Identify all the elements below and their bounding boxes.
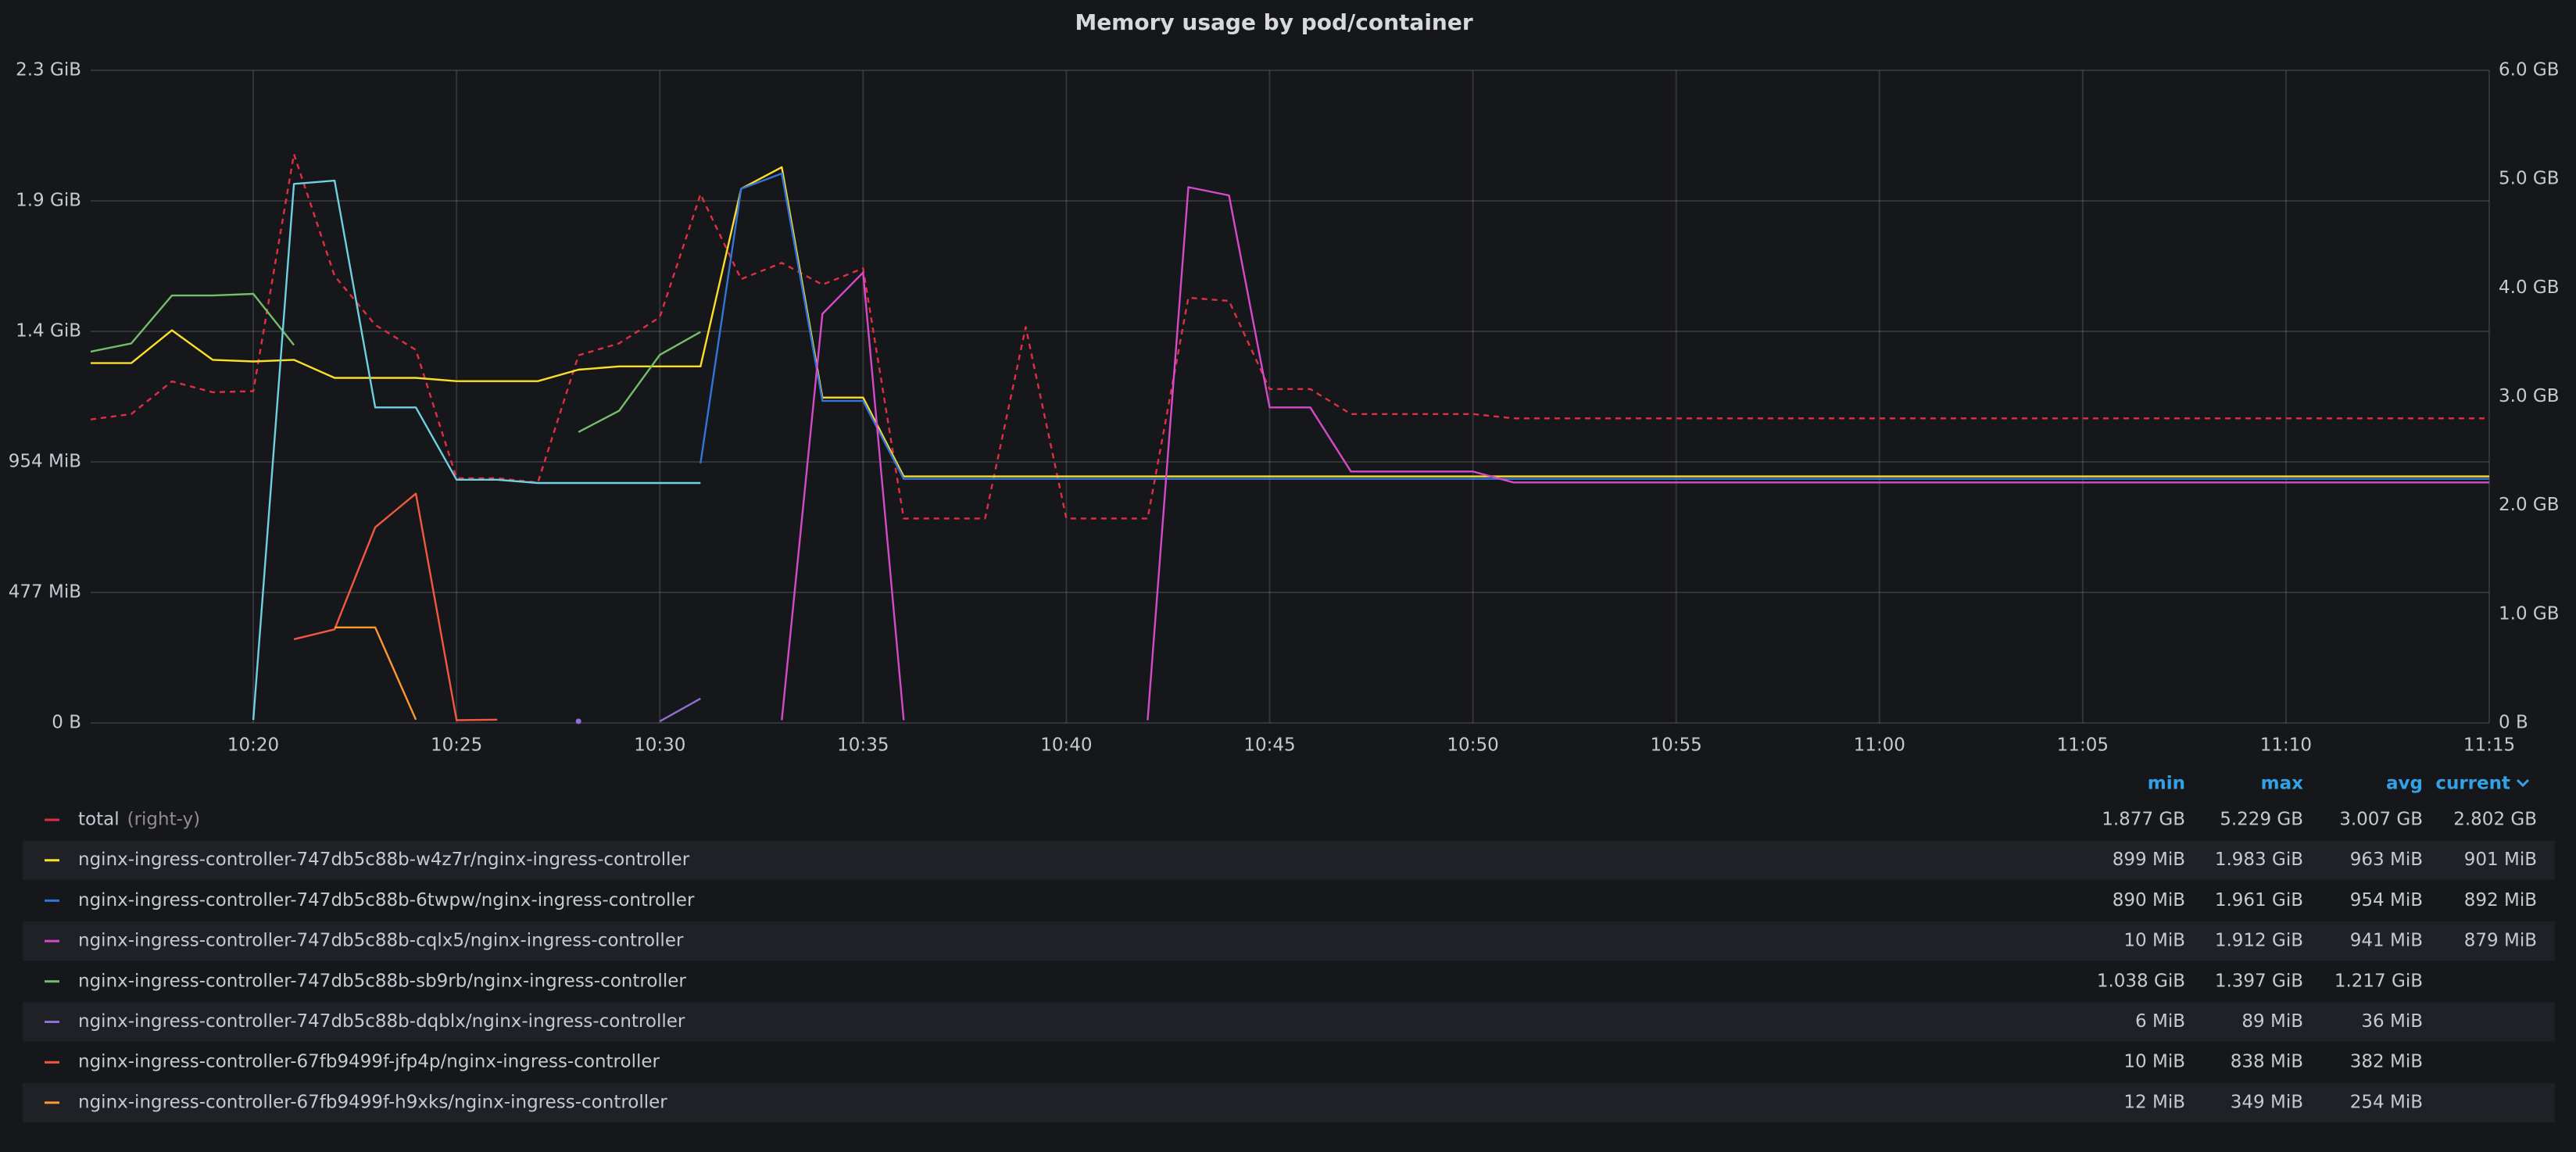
legend-stat: 838 MiB	[2231, 1052, 2303, 1072]
y2-tick-label: 4.0 GB	[2499, 277, 2560, 298]
legend-name[interactable]: nginx-ingress-controller-67fb9499f-jfp4p…	[78, 1052, 660, 1072]
legend-stat: 1.038 GiB	[2097, 971, 2185, 991]
legend-stat: 89 MiB	[2241, 1011, 2303, 1032]
legend-header[interactable]: min	[2148, 774, 2185, 794]
legend-stat: 879 MiB	[2464, 931, 2537, 951]
series-line	[699, 172, 2489, 480]
legend-stat: 1.961 GiB	[2215, 890, 2303, 911]
legend-stat: 254 MiB	[2350, 1092, 2423, 1112]
x-tick-label: 11:00	[1854, 735, 1905, 756]
x-tick-label: 10:35	[837, 735, 889, 756]
legend-stat: 6 MiB	[2135, 1011, 2185, 1032]
legend-stat: 10 MiB	[2123, 931, 2185, 951]
legend-name[interactable]: nginx-ingress-controller-747db5c88b-dqbl…	[78, 1011, 685, 1032]
legend-name[interactable]: nginx-ingress-controller-747db5c88b-w4z7…	[78, 850, 690, 870]
y2-tick-label: 5.0 GB	[2499, 169, 2560, 189]
legend-stat: 892 MiB	[2464, 890, 2537, 911]
y-tick-label: 2.3 GiB	[16, 60, 81, 80]
legend-stat: 1.877 GB	[2102, 810, 2185, 830]
legend-stat: 1.397 GiB	[2215, 971, 2303, 991]
x-tick-label: 10:50	[1447, 735, 1498, 756]
legend-row-background	[23, 840, 2555, 880]
series-line	[90, 153, 2489, 520]
legend-stat: 3.007 GB	[2339, 810, 2423, 830]
y2-tick-label: 1.0 GB	[2499, 603, 2560, 624]
legend-row-background	[23, 921, 2555, 961]
x-tick-label: 10:40	[1040, 735, 1092, 756]
x-tick-label: 10:55	[1651, 735, 1702, 756]
legend-stat: 12 MiB	[2123, 1092, 2185, 1112]
x-tick-label: 11:05	[2057, 735, 2109, 756]
series-line	[1147, 186, 2489, 721]
series-line	[252, 179, 701, 721]
sort-chevron[interactable]	[2516, 778, 2530, 788]
y-tick-label: 0 B	[52, 713, 81, 733]
legend-header[interactable]: max	[2261, 774, 2303, 794]
legend-stat: 1.983 GiB	[2215, 850, 2303, 870]
legend-stat: 901 MiB	[2464, 850, 2537, 870]
series-line	[781, 271, 905, 721]
series-line	[90, 292, 295, 353]
legend-stat: 349 MiB	[2231, 1092, 2303, 1112]
series-line	[659, 697, 701, 722]
legend-stat: 382 MiB	[2350, 1052, 2423, 1072]
legend-stat: 36 MiB	[2361, 1011, 2423, 1032]
legend-stat: 5.229 GB	[2220, 810, 2303, 830]
series-line	[91, 166, 2489, 478]
y2-tick-label: 6.0 GB	[2499, 60, 2560, 80]
legend-stat: 941 MiB	[2350, 931, 2423, 951]
y-tick-label: 477 MiB	[9, 582, 81, 603]
legend-header[interactable]: avg	[2386, 774, 2423, 794]
x-tick-label: 11:15	[2463, 735, 2515, 756]
x-tick-label: 10:30	[634, 735, 685, 756]
legend-stat: 1.912 GiB	[2215, 931, 2303, 951]
x-tick-label: 11:10	[2260, 735, 2312, 756]
legend-stat: 890 MiB	[2113, 890, 2185, 911]
y-tick-label: 1.9 GiB	[16, 191, 81, 211]
legend-row-background	[23, 1002, 2555, 1042]
legend-stat: 954 MiB	[2350, 890, 2423, 911]
legend-stat: 2.802 GB	[2453, 810, 2537, 830]
y-tick-label: 1.4 GiB	[16, 321, 81, 342]
y-tick-label: 954 MiB	[9, 452, 81, 472]
y2-tick-label: 3.0 GB	[2499, 386, 2560, 406]
legend-stat: 1.217 GiB	[2334, 971, 2423, 991]
legend-stat: 10 MiB	[2123, 1052, 2185, 1072]
y2-tick-label: 2.0 GB	[2499, 495, 2560, 515]
legend-row-background	[23, 1082, 2555, 1122]
series-line	[335, 626, 417, 721]
legend-name[interactable]: nginx-ingress-controller-747db5c88b-6twp…	[78, 890, 695, 911]
data-point	[575, 718, 581, 724]
legend-name[interactable]: nginx-ingress-controller-747db5c88b-sb9r…	[78, 971, 686, 991]
legend-axis-note: (right-y)	[127, 810, 201, 830]
legend-stat: 899 MiB	[2113, 850, 2185, 870]
y2-tick-label: 0 B	[2499, 713, 2528, 733]
legend-header[interactable]: current	[2435, 774, 2510, 794]
legend-name[interactable]: nginx-ingress-controller-67fb9499f-h9xks…	[78, 1092, 667, 1112]
legend-name[interactable]: nginx-ingress-controller-747db5c88b-cqlx…	[78, 931, 684, 951]
x-tick-label: 10:25	[431, 735, 482, 756]
x-tick-label: 10:45	[1243, 735, 1295, 756]
legend-name[interactable]: total	[78, 810, 120, 830]
x-tick-label: 10:20	[227, 735, 279, 756]
series-line	[578, 331, 701, 433]
panel-title: Memory usage by pod/container	[1075, 9, 1473, 35]
series-line	[293, 492, 498, 721]
legend-stat: 963 MiB	[2350, 850, 2423, 870]
